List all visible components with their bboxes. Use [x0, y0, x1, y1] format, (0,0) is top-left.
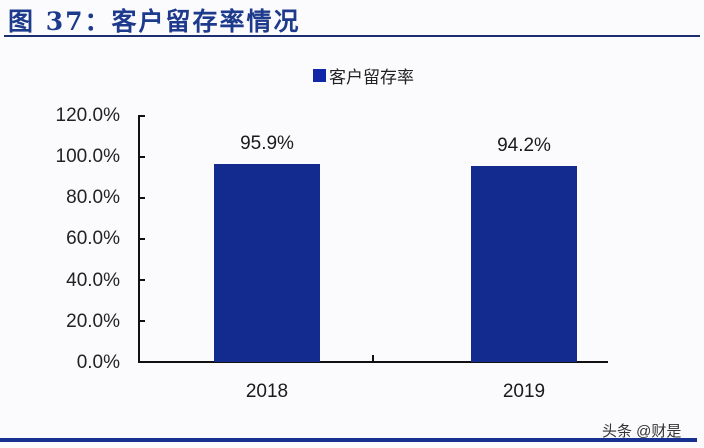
x-tick-label: 2018	[245, 381, 289, 402]
y-tick-label: 120.0%	[55, 105, 120, 126]
y-tick	[139, 197, 145, 199]
x-axis	[138, 361, 608, 363]
x-tick-label: 2019	[502, 381, 546, 402]
y-tick-label: 20.0%	[66, 311, 120, 332]
bar-value-label: 95.9%	[240, 133, 294, 154]
bar-2018	[214, 164, 320, 362]
x-tick	[372, 355, 374, 362]
bar-2019	[471, 166, 577, 362]
chart-title: 图 37：客户留存率情况	[8, 7, 301, 36]
y-tick	[139, 320, 145, 322]
y-tick-label: 0.0%	[76, 352, 120, 373]
y-tick	[139, 115, 145, 117]
y-tick-label: 80.0%	[66, 187, 120, 208]
y-tick	[139, 279, 145, 281]
legend: 客户留存率	[313, 63, 414, 88]
y-tick-label: 40.0%	[66, 270, 120, 291]
legend-swatch-icon	[313, 69, 326, 82]
legend-label: 客户留存率	[329, 68, 414, 87]
title-divider	[4, 35, 700, 37]
y-tick	[139, 156, 145, 158]
y-tick-label: 100.0%	[55, 146, 120, 167]
bar-value-label: 94.2%	[497, 135, 551, 156]
watermark: 头条 @财是	[602, 423, 682, 440]
y-tick-label: 60.0%	[66, 228, 120, 249]
y-tick	[139, 238, 145, 240]
bottom-divider	[0, 438, 697, 442]
